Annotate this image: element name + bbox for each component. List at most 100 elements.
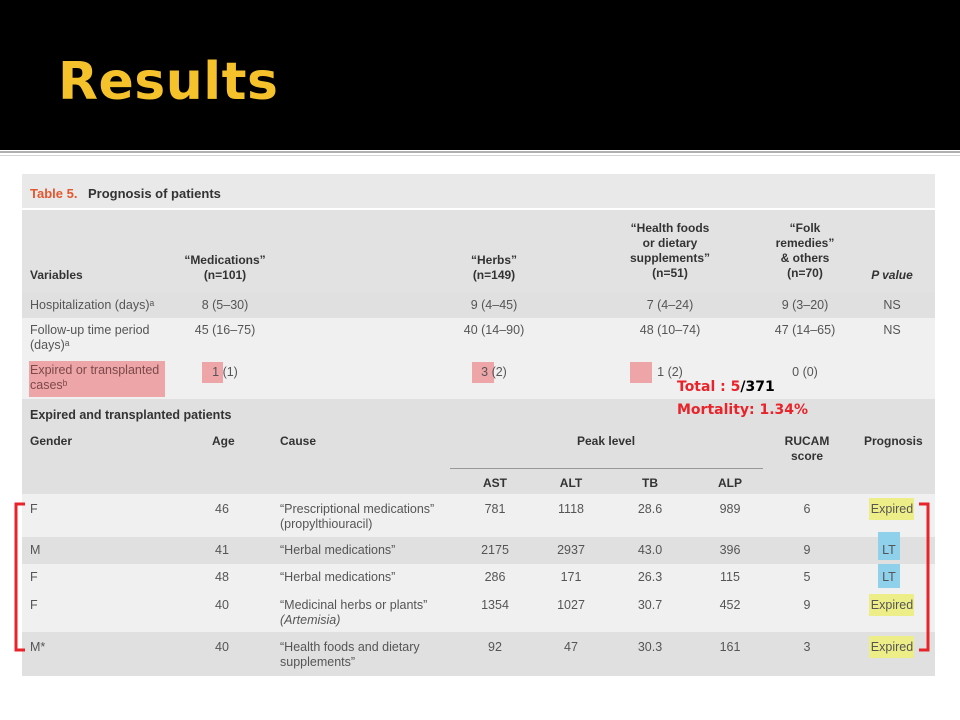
cell-alt: 1027 bbox=[557, 598, 585, 612]
cell-gender: F bbox=[30, 598, 38, 612]
cell-prognosis: Expired bbox=[870, 502, 914, 516]
header-health-foods-line1: “Health foods bbox=[630, 221, 710, 235]
cell-rucam: 9 bbox=[803, 598, 811, 612]
cell-ast: 92 bbox=[488, 640, 502, 654]
total-prefix: Total : bbox=[677, 379, 731, 395]
header-cause: Cause bbox=[280, 434, 317, 448]
total-highlight: 5 bbox=[730, 379, 741, 395]
right-bracket bbox=[919, 502, 930, 652]
cell-ast: 2175 bbox=[481, 543, 509, 557]
header-pvalue: P value bbox=[871, 268, 913, 282]
cell-age: 41 bbox=[215, 543, 229, 557]
cell-ast: 1354 bbox=[481, 598, 509, 612]
header-variables: Variables bbox=[30, 268, 83, 282]
total-line: Total : 5/371 bbox=[677, 376, 808, 399]
highlight-prognosis bbox=[869, 636, 914, 658]
cell-gender: M* bbox=[30, 640, 46, 654]
cell-cause-line2: supplements” bbox=[280, 655, 356, 669]
cell-folk: 0 (0) bbox=[792, 365, 818, 379]
peak-level-divider bbox=[450, 468, 763, 469]
title-bar bbox=[0, 0, 960, 150]
cell-cause: “Health foods and dietary supplements” bbox=[280, 640, 420, 670]
header-age: Age bbox=[212, 434, 235, 448]
cell-ast: 781 bbox=[484, 502, 506, 516]
header-alt: ALT bbox=[559, 476, 583, 490]
header-peak-level: Peak level bbox=[577, 434, 636, 448]
header-folk-line3: & others bbox=[780, 251, 830, 265]
cell-alp: 452 bbox=[719, 598, 741, 612]
header-medications: “Medications” (n=101) bbox=[165, 253, 285, 283]
patient-row: F 40 “Medicinal herbs or plants” (Artemi… bbox=[22, 590, 935, 632]
cell-rucam: 9 bbox=[803, 543, 811, 557]
header-health-foods-line3: supplements” bbox=[629, 251, 710, 265]
section2-title: Expired and transplanted patients bbox=[30, 408, 232, 422]
header-folk-line4: (n=70) bbox=[787, 266, 823, 280]
mortality-annotation: Total : 5/371 Mortality: 1.34% bbox=[677, 376, 808, 422]
cell-age: 46 bbox=[215, 502, 229, 516]
cell-cause: “Herbal medications” bbox=[280, 543, 396, 557]
header-medications-line2: (n=101) bbox=[203, 268, 247, 282]
total-suffix: /371 bbox=[740, 379, 775, 395]
mortality-line: Mortality: 1.34% bbox=[677, 402, 809, 418]
cell-gender: F bbox=[30, 502, 38, 516]
cell-alt: 47 bbox=[564, 640, 578, 654]
cell-prognosis: Expired bbox=[870, 598, 914, 612]
prognosis-table: Table 5. Prognosis of patients Variables… bbox=[22, 174, 935, 676]
cell-alt: 171 bbox=[560, 570, 582, 584]
cell-pvalue: NS bbox=[883, 323, 901, 337]
cell-rucam: 3 bbox=[803, 640, 811, 654]
highlight-medications bbox=[202, 362, 223, 383]
patient-row: F 48 “Herbal medications” 286 171 26.3 1… bbox=[22, 564, 935, 590]
row-label-line2: casesᵇ bbox=[30, 378, 68, 392]
cell-cause-line1: “Health foods and dietary bbox=[280, 640, 420, 654]
slide-title: Results bbox=[58, 52, 279, 112]
cell-folk: 47 (14–65) bbox=[774, 323, 836, 337]
cell-tb: 43.0 bbox=[637, 543, 663, 557]
cell-tb: 30.3 bbox=[637, 640, 663, 654]
cell-gender: F bbox=[30, 570, 38, 584]
cell-cause: “Medicinal herbs or plants” (Artemisia) bbox=[280, 598, 427, 628]
cell-age: 48 bbox=[215, 570, 229, 584]
highlight-expired-label bbox=[29, 361, 165, 397]
cell-herbs: 9 (4–45) bbox=[470, 298, 518, 312]
patient-row: M 41 “Herbal medications” 2175 2937 43.0… bbox=[22, 532, 935, 564]
title-divider bbox=[0, 151, 960, 153]
cell-tb: 30.7 bbox=[637, 598, 663, 612]
cell-cause-line2: (Artemisia) bbox=[280, 613, 341, 627]
cell-gender: M bbox=[30, 543, 41, 557]
highlight-prognosis bbox=[869, 498, 914, 520]
row-label: Expired or transplanted casesᵇ bbox=[30, 363, 159, 393]
header-health-foods-line4: (n=51) bbox=[652, 266, 688, 280]
cell-medications: 1 (1) bbox=[212, 365, 238, 379]
cell-cause-line2: (propylthiouracil) bbox=[280, 517, 373, 531]
cell-alp: 115 bbox=[720, 570, 740, 584]
row-label-line1: Follow-up time period bbox=[30, 323, 150, 337]
cell-folk: 9 (3–20) bbox=[781, 298, 829, 312]
header-prognosis: Prognosis bbox=[864, 434, 923, 448]
cell-age: 40 bbox=[215, 598, 229, 612]
cell-medications: 45 (16–75) bbox=[194, 323, 256, 337]
cell-alt: 1118 bbox=[558, 502, 584, 516]
header-tb: TB bbox=[642, 476, 658, 490]
cell-tb: 28.6 bbox=[637, 502, 663, 516]
table-row: Expired or transplanted casesᵇ 1 (1) 3 (… bbox=[22, 358, 935, 399]
cell-health-foods: 48 (10–74) bbox=[639, 323, 701, 337]
highlight-prognosis bbox=[869, 594, 914, 616]
header-folk-line2: remedies” bbox=[775, 236, 835, 250]
cell-alt: 2937 bbox=[557, 543, 585, 557]
header-folk-line1: “Folk bbox=[789, 221, 821, 235]
cell-medications: 8 (5–30) bbox=[201, 298, 249, 312]
left-bracket bbox=[14, 502, 25, 652]
header-herbs: “Herbs” (n=149) bbox=[454, 253, 534, 283]
header-herbs-line2: (n=149) bbox=[472, 268, 516, 282]
cell-health-foods: 7 (4–24) bbox=[646, 298, 694, 312]
header-rucam-line2: score bbox=[790, 449, 824, 463]
section2-header: Expired and transplanted patients Gender… bbox=[22, 399, 935, 494]
table-caption-text: Prognosis of patients bbox=[88, 186, 221, 201]
header-rucam: RUCAM score bbox=[772, 434, 842, 464]
patient-row: M* 40 “Health foods and dietary suppleme… bbox=[22, 632, 935, 676]
cell-alp: 161 bbox=[719, 640, 741, 654]
table-caption-label: Table 5. bbox=[30, 186, 78, 201]
cell-prognosis: LT bbox=[882, 570, 896, 584]
header-health-foods-line2: or dietary bbox=[642, 236, 698, 250]
